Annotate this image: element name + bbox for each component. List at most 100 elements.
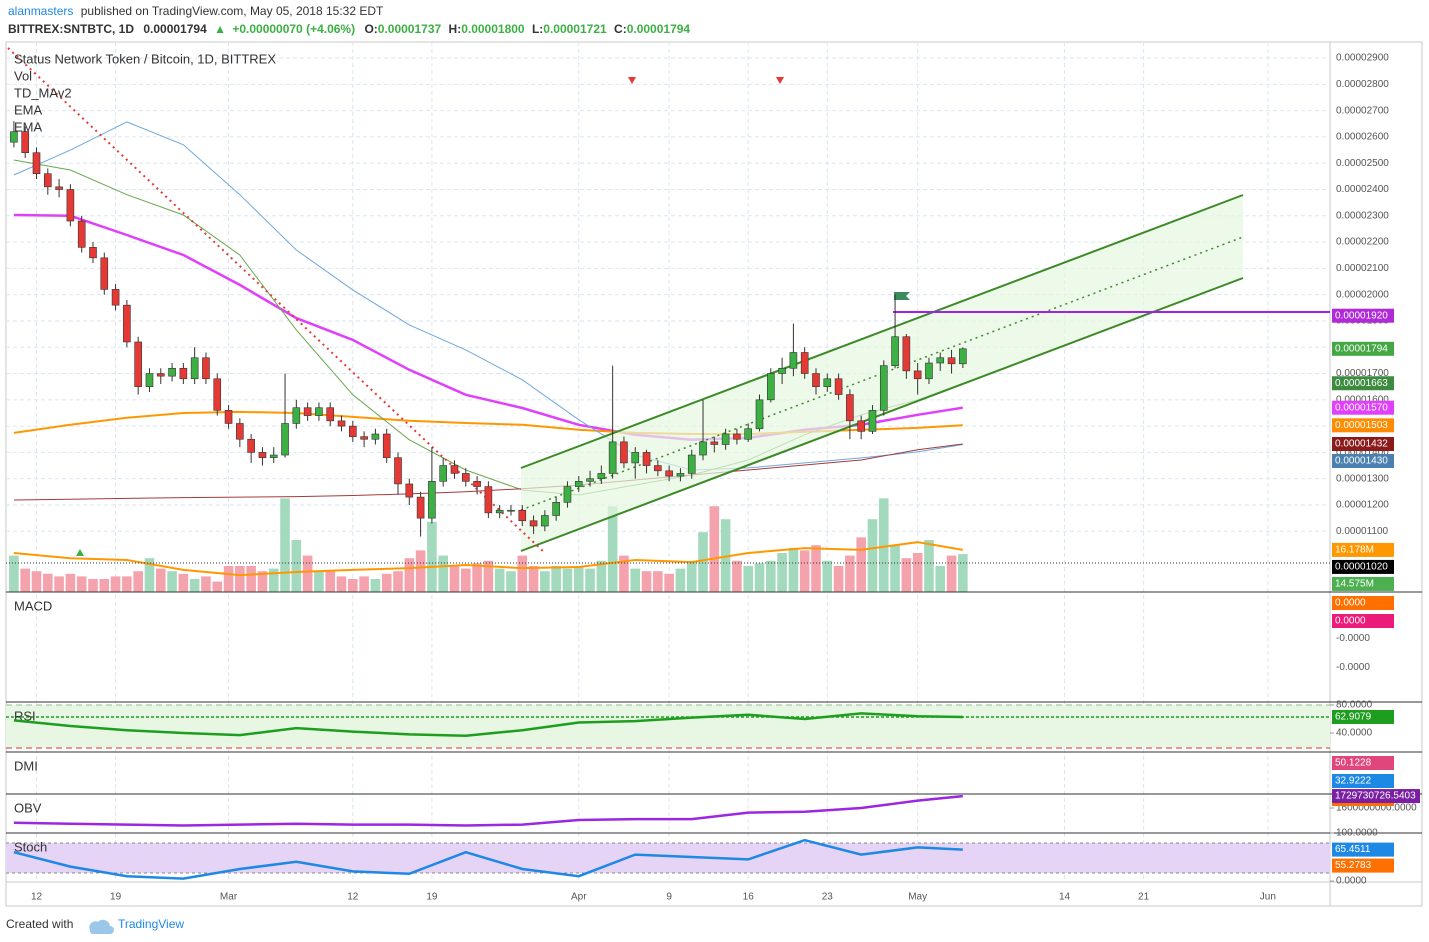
volume-bar — [189, 578, 200, 592]
y-tick-label: 0.00002800 — [1336, 79, 1389, 90]
candle-body — [879, 365, 888, 411]
arrow: ▲ — [214, 22, 226, 36]
volume-bar — [890, 545, 900, 592]
ma-lines — [13, 121, 963, 501]
stoch-band — [6, 843, 1330, 873]
l: 0.00001721 — [543, 22, 607, 36]
volume-bar — [958, 554, 968, 592]
volume-bar — [619, 555, 629, 592]
price-tag-label: 65.4511 — [1335, 844, 1371, 855]
panes: MACD -0.0000 -0.0000 RSI 80.0000 40.0000 DMI OB… — [6, 591, 1422, 887]
volume-bar — [257, 571, 268, 592]
candle-body — [823, 378, 832, 387]
marker — [628, 77, 636, 84]
candle-body — [586, 478, 594, 482]
legend-entry: Vol — [14, 68, 32, 83]
x-tick-label: 12 — [347, 892, 359, 903]
price-tag-label: 0.00001663 — [1335, 378, 1388, 389]
volume-bar — [788, 547, 799, 592]
h-label: H: — [449, 22, 462, 36]
candle-body — [631, 452, 640, 464]
price-tag-label: 32.9222 — [1335, 776, 1372, 787]
candle-body — [55, 186, 63, 190]
created-with: Created with — [6, 917, 73, 931]
volume-bar — [935, 565, 946, 592]
volume-bar — [155, 568, 166, 592]
volume-bar — [223, 565, 234, 592]
candle-body — [303, 407, 312, 416]
candle-body — [371, 433, 380, 440]
price-tag-label: 50.1228 — [1335, 758, 1372, 769]
volume-bar — [122, 576, 132, 592]
price-tag-label: 0.00001570 — [1335, 402, 1388, 413]
candle-body — [608, 441, 617, 474]
o: 0.00001737 — [378, 22, 442, 36]
symbol-line: BITTREX:SNTBTC, 1D 0.00001794 ▲ +0.00000… — [8, 22, 690, 36]
candle-body — [744, 428, 753, 440]
candle-body — [473, 481, 481, 487]
y-tick-label: 0.00001200 — [1336, 500, 1389, 511]
volume-bar — [709, 506, 720, 592]
y-tick-label: 0.00002200 — [1336, 237, 1389, 248]
candle-body — [676, 473, 685, 477]
candle-body — [495, 509, 504, 514]
candle-body — [834, 378, 843, 395]
header-line: alanmasters published on TradingView.com… — [8, 4, 384, 18]
candle-body — [224, 410, 233, 424]
candle-body — [236, 423, 244, 440]
volume-bar — [314, 571, 324, 592]
volume-bar — [65, 573, 76, 592]
x-tick-label: 19 — [110, 892, 122, 903]
volume-bar — [596, 560, 607, 592]
candle-body — [518, 509, 527, 522]
pane-name: OBV — [14, 800, 42, 815]
l-label: L: — [532, 22, 543, 36]
legend-entry: TD_MAv2 — [14, 85, 72, 100]
y-tick-label: 0.00002500 — [1336, 158, 1389, 169]
price-tag-label: 0.0000 — [1335, 616, 1366, 627]
volume-bar — [212, 581, 223, 592]
volume-bar — [912, 552, 923, 592]
candle-body — [507, 509, 515, 512]
candle-body — [778, 367, 786, 374]
candle-body — [281, 423, 289, 456]
candle-body — [450, 465, 459, 474]
price-tag — [1332, 436, 1394, 451]
y-tick-label: 0.00001700 — [1336, 368, 1389, 379]
x-tick-label: Jun — [1260, 892, 1276, 903]
brand[interactable]: TradingView — [118, 917, 184, 931]
volume-bar — [777, 552, 787, 592]
volume-bar — [415, 550, 426, 592]
candle-body — [721, 433, 730, 445]
candle-body — [258, 452, 267, 458]
candle-body — [699, 441, 707, 456]
h: 0.00001800 — [461, 22, 525, 36]
volume-bar — [653, 571, 663, 592]
chart-title: Status Network Token / Bitcoin, 1D, BITT… — [14, 51, 276, 66]
volume-bar — [280, 498, 290, 592]
volume-bar — [472, 563, 482, 592]
flag — [894, 292, 910, 300]
pane-tick-label: 1600000000.0000 — [1336, 803, 1417, 814]
x-tick-label: 16 — [743, 892, 755, 903]
candle-body — [43, 173, 52, 188]
candle-body — [936, 357, 945, 364]
candle-body — [642, 452, 651, 466]
channel-top — [520, 194, 1244, 469]
volume-bar — [856, 537, 866, 592]
candle-body — [563, 486, 572, 503]
volume-bar — [878, 498, 889, 592]
candle-body — [156, 373, 165, 377]
candle-body — [789, 352, 798, 369]
author[interactable]: alanmasters — [8, 4, 73, 18]
volume-bar — [483, 560, 494, 592]
volume-bar — [268, 568, 279, 592]
rsi-band — [6, 705, 1330, 748]
volume-bar — [325, 571, 336, 592]
volume-bar — [732, 560, 742, 592]
volume-bar — [302, 555, 313, 592]
ma-line — [13, 121, 963, 471]
volume-bar — [822, 560, 833, 592]
candle-body — [484, 486, 493, 514]
pane-name: MACD — [14, 598, 52, 613]
